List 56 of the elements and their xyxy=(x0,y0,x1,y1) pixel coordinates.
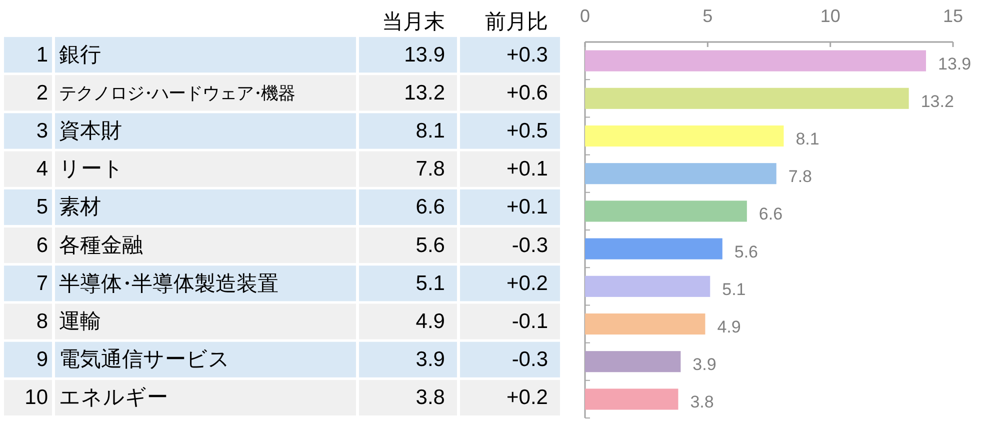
category-label: 素材 xyxy=(59,196,101,219)
data-label: 13.2 xyxy=(920,92,954,111)
table-value: 4 xyxy=(36,158,48,181)
table-value: +0.3 xyxy=(506,43,548,66)
data-label: 3.9 xyxy=(692,355,716,374)
column-header: 前月比 xyxy=(485,10,548,34)
x-tick-label: 0 xyxy=(580,6,590,26)
table-value: 7.8 xyxy=(416,158,445,181)
x-tick-label: 5 xyxy=(702,6,713,26)
table-value: +0.2 xyxy=(506,386,548,410)
category-label: 銀行 xyxy=(59,43,101,66)
table-value: 3.9 xyxy=(416,348,445,372)
column-header: 当月末 xyxy=(382,10,445,34)
table-value: -0.1 xyxy=(512,310,548,333)
table-value: +0.1 xyxy=(506,196,548,219)
category-label: 運輸 xyxy=(59,310,101,333)
data-label: 7.8 xyxy=(788,167,812,186)
table-value: 4.9 xyxy=(416,310,445,333)
category-label: 半導体・半導体製造装置 xyxy=(59,272,279,295)
table-value: 8.1 xyxy=(416,120,445,142)
data-label: 13.9 xyxy=(938,54,972,74)
table-value: -0.3 xyxy=(512,234,548,257)
table-value: 3.8 xyxy=(416,386,445,410)
table-value: 5 xyxy=(36,196,48,219)
x-tick-label: 10 xyxy=(820,6,840,26)
table-value: -0.3 xyxy=(512,348,548,372)
data-label: 5.6 xyxy=(734,242,758,262)
data-label: 4.9 xyxy=(717,318,741,336)
table-value: 1 xyxy=(36,43,48,66)
data-label: 8.1 xyxy=(796,130,820,148)
table-value: 7 xyxy=(36,272,48,295)
table-value: 8 xyxy=(36,310,48,333)
x-tick-label: 15 xyxy=(942,6,964,26)
category-label: 資本財 xyxy=(59,120,122,142)
table-value: 5.1 xyxy=(416,272,445,295)
table-value: 9 xyxy=(36,348,48,372)
category-label: 電気通信サービス xyxy=(59,348,230,372)
table-value: 6 xyxy=(36,234,48,257)
category-label: リート xyxy=(59,158,124,181)
table-value: +0.1 xyxy=(506,158,548,181)
category-label: エネルギー xyxy=(59,386,168,410)
table-value: 13.9 xyxy=(404,43,445,66)
table-value: 6.6 xyxy=(416,196,445,219)
table-value: 5.6 xyxy=(416,234,445,257)
data-label: 6.6 xyxy=(758,204,783,224)
table-value: +0.2 xyxy=(506,272,548,295)
table-value: 2 xyxy=(36,81,48,104)
table-value: +0.6 xyxy=(506,81,548,104)
table-value: +0.5 xyxy=(506,120,548,142)
category-label: テクノロジ・ハードウェア・機器 xyxy=(59,82,296,103)
table-value: 13.2 xyxy=(404,81,445,104)
table-value: 10 xyxy=(24,386,48,410)
data-label: 5.1 xyxy=(722,280,746,299)
data-label: 3.8 xyxy=(690,392,714,412)
table-value: 3 xyxy=(36,120,48,142)
category-label: 各種金融 xyxy=(59,234,143,257)
